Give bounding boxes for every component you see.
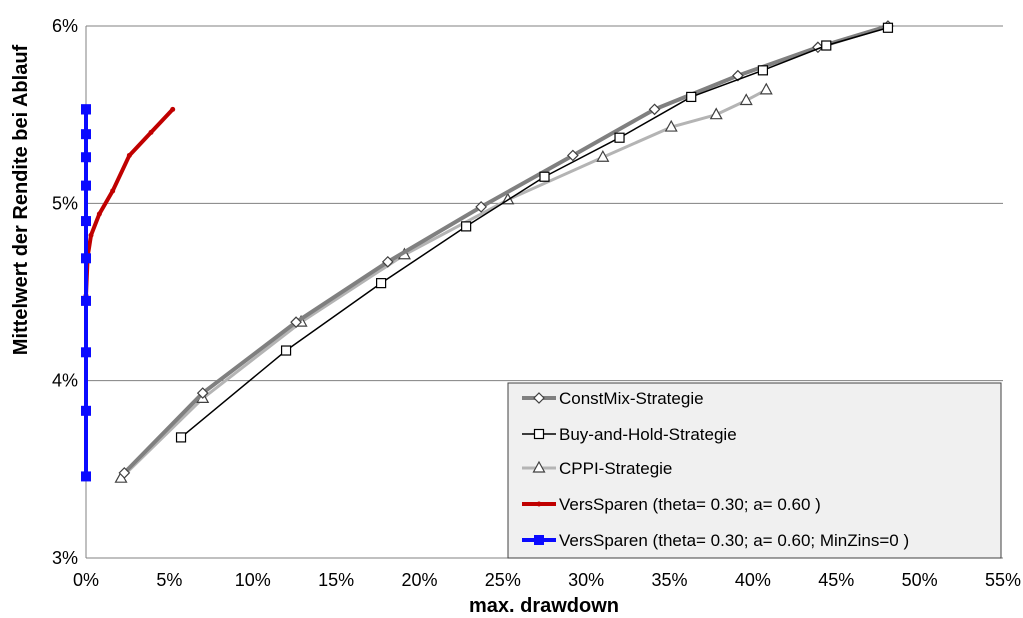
data-point [81,104,91,115]
data-point [110,188,116,194]
legend-label: CPPI-Strategie [559,459,672,478]
data-point [475,201,487,213]
data-point [376,278,387,289]
x-tick-label: 20% [401,570,437,590]
data-point [739,93,753,106]
data-point [81,471,91,482]
data-point [709,107,723,120]
x-tick-label: 30% [568,570,604,590]
data-point [81,253,91,264]
legend-marker [533,428,545,440]
y-tick-label: 4% [52,371,78,391]
data-point [882,22,894,33]
data-point [596,149,610,162]
data-point [290,316,302,328]
y-tick-label: 6% [52,16,78,36]
data-point [757,65,769,76]
data-point [81,180,91,191]
series-line [180,27,889,439]
legend-marker [532,460,546,473]
data-point [175,432,187,443]
legend-item: ConstMix-Strategie [522,389,704,408]
data-point [539,171,550,182]
data-point [170,106,176,112]
data-point [96,211,102,217]
data-point [81,152,91,163]
data-point [461,221,472,232]
legend-label: VersSparen (theta= 0.30; a= 0.60; MinZin… [559,531,909,550]
data-point [664,119,678,132]
data-point [126,152,132,158]
series-4 [81,104,91,482]
legend: ConstMix-Strategie Buy-and-Hold-Strategie… [507,382,1002,559]
legend-item: VersSparen (theta= 0.30; a= 0.60 ) [522,495,821,514]
data-point [118,467,131,479]
x-tick-label: 5% [156,570,182,590]
x-tick-label: 25% [485,570,521,590]
legend-marker [534,535,544,545]
legend-box [507,382,1002,559]
legend-item: CPPI-Strategie [522,459,672,478]
series-layer [81,20,894,483]
data-point [196,387,209,399]
x-tick-label: 55% [985,570,1021,590]
y-tick-label: 3% [52,548,78,568]
series-0 [118,20,894,479]
y-tick-label: 5% [52,193,78,213]
legend-item: Buy-and-Hold-Strategie [522,425,737,444]
x-tick-label: 50% [902,570,938,590]
x-tick-labels: 0% 5% 10% 15% 20% 25% 30% 35% 40% 45% 50% 55% [73,570,1021,590]
legend-item: VersSparen (theta= 0.30; a= 0.60; MinZin… [522,531,909,550]
data-point [81,405,91,416]
legend-label: Buy-and-Hold-Strategie [559,425,737,444]
data-point [280,345,292,356]
data-point [759,82,773,95]
data-point [81,347,91,358]
x-tick-label: 10% [235,570,271,590]
legend-label: VersSparen (theta= 0.30; a= 0.60 ) [559,495,821,514]
data-point [381,256,394,268]
y-axis-title: Mittelwert der Rendite bei Ablauf [10,44,32,355]
data-point [686,91,697,103]
legend-label: ConstMix-Strategie [559,389,704,408]
x-tick-label: 35% [652,570,688,590]
x-tick-label: 0% [73,570,99,590]
data-point [81,216,91,227]
data-point [566,149,579,162]
series-1 [175,22,894,443]
x-tick-label: 40% [735,570,771,590]
series-line [122,24,890,475]
series-line [84,107,175,298]
x-tick-label: 15% [318,570,354,590]
legend-marker [536,501,542,507]
x-axis-title: max. drawdown [469,595,619,617]
data-point [81,129,91,140]
data-point [88,232,94,238]
series-3 [83,106,176,299]
data-point [821,40,832,51]
y-tick-labels: 3% 4% 5% 6% [52,16,78,568]
legend-marker [533,392,545,404]
data-point [81,295,91,306]
x-tick-label: 45% [818,570,854,590]
data-point [614,132,625,143]
data-point [148,129,154,135]
series-line [119,88,768,480]
data-point [648,103,661,116]
